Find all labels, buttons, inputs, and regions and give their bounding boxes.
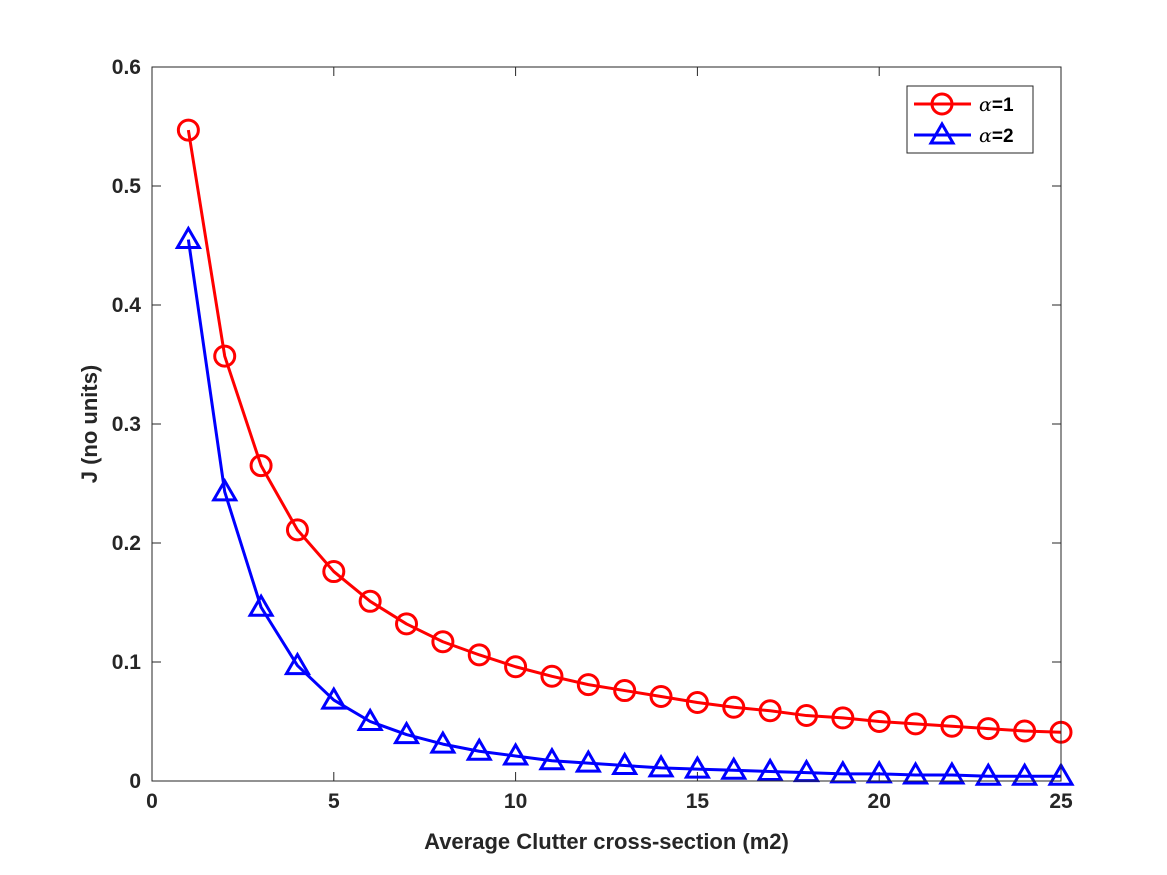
series-1-point [285,518,309,542]
legend-suffix: =2 [992,126,1014,147]
x-tick-label: 20 [868,790,891,813]
series-2-point [938,761,966,785]
series-1-point [395,612,419,636]
series-2-point [756,757,784,781]
series-1-point [976,717,1000,741]
series-2-point [247,593,275,617]
legend-marker [930,92,954,116]
series-2-point [865,759,893,784]
y-tick-label: 0.6 [112,56,141,79]
series-1-point [358,589,382,613]
series-2-point [574,749,602,773]
series-1-point [758,699,782,723]
x-tick-label: 0 [146,790,158,813]
series-2-point [829,759,857,784]
plot-area [152,67,1061,781]
plot-frame [151,66,1062,782]
series-2-point [211,477,239,502]
y-tick-label: 0.3 [112,413,141,436]
series-2-point [611,751,639,776]
series-2-point [320,686,348,710]
legend-marker [928,121,956,145]
y-axis-label: J (no units) [77,365,102,484]
series-1-point [794,704,818,728]
series-2-point [501,742,530,766]
series-1-point [867,710,891,733]
y-tick-label: 0.4 [112,294,142,317]
x-tick-label: 25 [1049,790,1073,813]
y-tick-label: 0 [129,770,141,793]
series-2-line [186,239,1061,778]
legend-suffix: =1 [992,95,1014,116]
series-2-point [392,720,421,745]
series-1 [176,118,1073,744]
legend-alpha-symbol: α [979,94,992,116]
series-2-point [720,756,748,780]
series-2-point [538,746,566,771]
y-tick-label: 0.5 [112,175,142,198]
x-tick-label: 5 [328,790,340,813]
x-tick-label: 15 [686,790,710,813]
series-1-point [467,643,491,667]
series-2 [174,225,1075,786]
series-1-point [540,664,564,688]
series-1-point [831,706,855,730]
series-2-point [1047,762,1075,786]
legend-item-2: α=2 [914,121,1014,147]
series-1-point [722,695,746,719]
y-tick-label: 0.2 [112,532,141,555]
series-1-point [613,679,637,703]
series-2-point [1011,762,1039,786]
series-1-point [940,714,964,738]
series-1-point [685,690,709,714]
series-2-point [647,753,675,778]
series-1-point [213,344,237,368]
x-tick-label: 10 [504,790,527,813]
series-2-point [974,762,1002,786]
series-1-line [186,129,1062,734]
series-2-point [429,730,457,754]
series-1-point [904,712,928,736]
y-tick-label: 0.1 [112,651,142,674]
series-2-point [283,651,312,676]
axis-ticks: 0 5 10 15 20 25 0 0.1 0.2 0.3 0.4 0.5 0.6 [112,56,1073,813]
legend: α=1α=2 [906,85,1034,154]
series-1-point [1013,719,1037,743]
series-1-point [431,630,455,654]
legend-label: α=1 [979,94,1014,116]
series-1-point [176,118,200,142]
series-2-point [901,761,930,785]
series-1-point [576,673,600,697]
series-1-point [249,454,273,478]
series-2-point [174,225,202,250]
legend-item-1: α=1 [914,92,1014,116]
series-1-point [504,655,528,679]
legend-box [906,85,1034,154]
legend-label: α=2 [979,125,1014,147]
series-1-point [322,560,346,584]
series-1-point [649,685,673,709]
x-axis-label: Average Clutter cross-section (m2) [424,829,789,854]
series-2-point [465,737,493,761]
series-2-point [683,755,712,779]
series-2-point [356,707,384,731]
series-layer [174,118,1075,786]
legend-alpha-symbol: α [979,125,992,147]
